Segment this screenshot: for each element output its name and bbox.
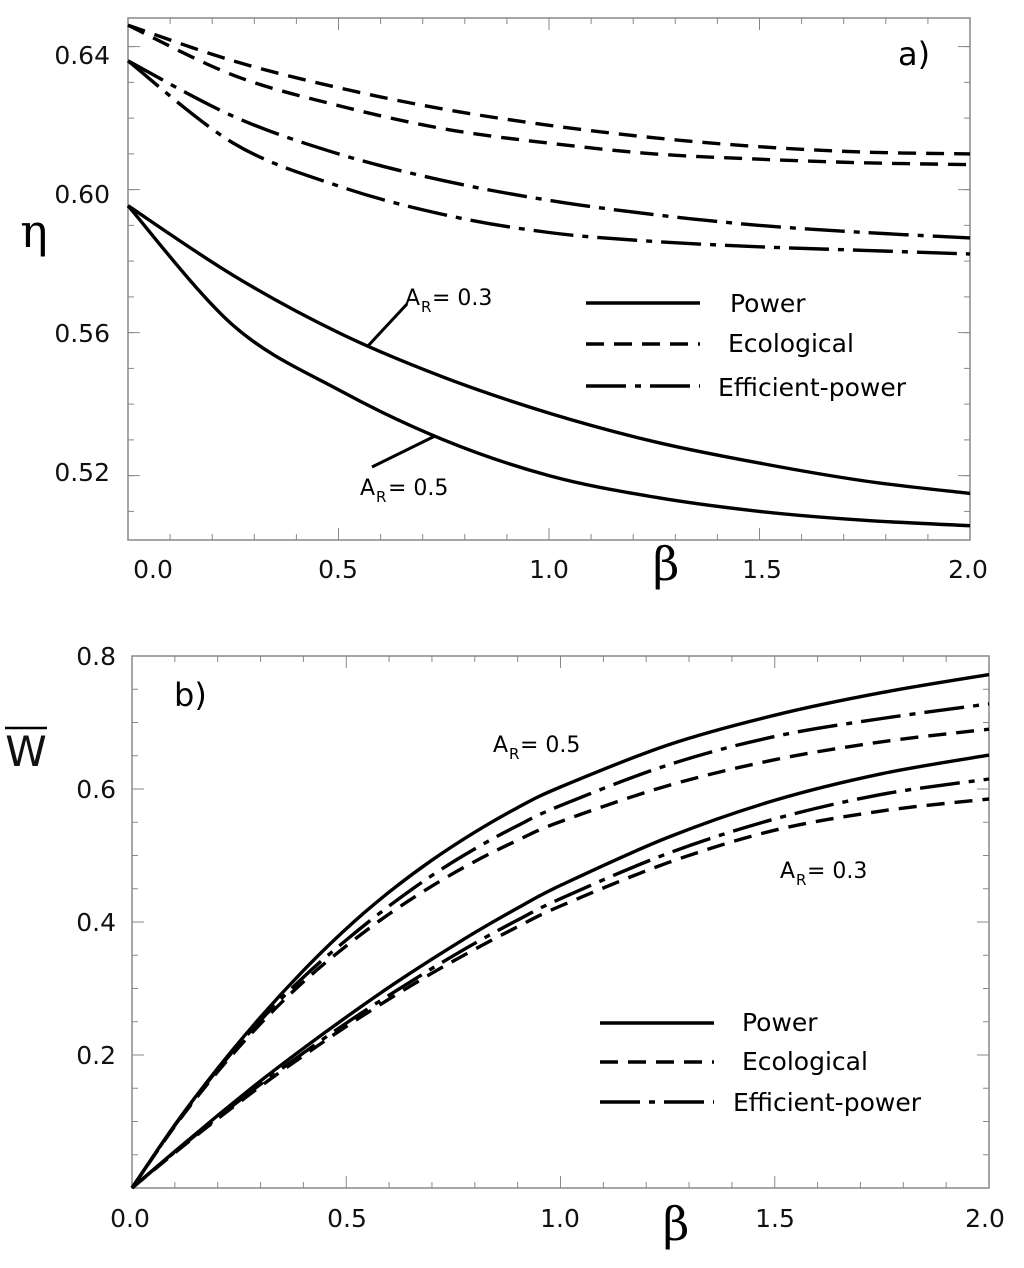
series-power-ar-05 [130, 672, 990, 1189]
series-ecological-ar-05 [127, 23, 971, 167]
annotation-main: A [405, 286, 420, 311]
panel-b-ytick-label: 0.2 [76, 1041, 116, 1070]
annotation-main: A [780, 859, 795, 884]
annotation-main: A [360, 476, 375, 501]
panel-a-ticks [127, 18, 971, 540]
series-efficient-power-ar-03 [127, 59, 971, 240]
legend-ecological-label: Ecological [728, 329, 854, 358]
panel-a-label: a) [898, 35, 930, 73]
legend-efficient-power-label: Efficient-power [718, 373, 907, 402]
series-ecological-ar-05 [130, 727, 990, 1189]
series-efficient-power-ar-05 [126, 59, 971, 256]
annotation-subscript: R [376, 488, 386, 506]
series-ecological-ar-03 [130, 797, 990, 1190]
panel-b-annotation-ar03: A R = 0.3 [780, 859, 867, 889]
panel-a-legend: Power Ecological Efficient-power [586, 289, 907, 402]
annotation-main: A [493, 733, 508, 758]
annotation-value: = 0.3 [807, 859, 867, 884]
panel-b-xtick-label: 1.0 [540, 1204, 580, 1233]
panel-b-ticks [131, 655, 990, 1189]
panel-a-ylabel: η [20, 204, 48, 258]
legend-efficient-power-label: Efficient-power [733, 1088, 922, 1117]
annotation-pointer [371, 434, 436, 469]
panel-a-xtick-label: 1.5 [742, 555, 782, 584]
panel-b-annotation-ar05: A R = 0.5 [493, 733, 580, 763]
panel-b-legend: Power Ecological Efficient-power [600, 1008, 922, 1117]
annotation-subscript: R [509, 745, 519, 763]
panel-b-xtick-label: 0.5 [327, 1204, 367, 1233]
panel-a-ytick-label: 0.60 [54, 180, 110, 209]
panel-b: 0.0 0.5 1.0 1.5 2.0 0.2 0.4 0.6 0.8 β W … [5, 642, 1005, 1251]
legend-power-label: Power [742, 1008, 818, 1037]
annotation-value: = 0.5 [520, 733, 580, 758]
panel-a-xtick-label: 2.0 [948, 555, 988, 584]
panel-a-xlabel: β [653, 537, 680, 591]
panel-a-ytick-label: 0.56 [54, 319, 110, 348]
legend-power-label: Power [730, 289, 806, 318]
panel-b-ytick-label: 0.6 [76, 775, 116, 804]
series-efficient-power-ar-03 [130, 777, 990, 1190]
panel-a-xtick-label: 0.5 [318, 555, 358, 584]
panel-b-curves [130, 672, 990, 1190]
annotation-subscript: R [421, 298, 431, 316]
series-ecological-ar-03 [127, 23, 971, 156]
panel-b-xtick-label: 1.5 [755, 1204, 795, 1233]
panel-a-annotation-ar03: A R = 0.3 [365, 286, 492, 349]
legend-ecological-label: Ecological [742, 1047, 868, 1076]
panel-a-ytick-label: 0.64 [54, 41, 110, 70]
panel-b-ylabel: W [5, 727, 47, 776]
series-efficient-power-ar-05 [130, 702, 990, 1189]
panel-a-annotation-ar05: A R = 0.5 [360, 434, 448, 506]
series-power-ar-05 [126, 204, 971, 528]
panel-b-ytick-label: 0.4 [76, 908, 116, 937]
panel-b-label: b) [174, 676, 207, 714]
panel-a: 0.0 0.5 1.0 1.5 2.0 0.52 0.56 0.60 0.64 … [20, 17, 988, 591]
panel-a-ytick-label: 0.52 [54, 458, 110, 487]
panel-b-ytick-label: 0.8 [76, 642, 116, 671]
panel-a-xtick-label: 0.0 [133, 555, 173, 584]
annotation-subscript: R [796, 871, 806, 889]
annotation-pointer [365, 302, 409, 349]
panel-b-xlabel: β [663, 1197, 690, 1251]
annotation-value: = 0.3 [432, 286, 492, 311]
series-power-ar-03 [127, 204, 971, 496]
panel-a-xtick-label: 1.0 [529, 555, 569, 584]
panel-a-curves [126, 23, 971, 528]
panel-a-frame [127, 17, 971, 541]
panel-b-xtick-label: 0.0 [110, 1204, 150, 1233]
annotation-value: = 0.5 [388, 476, 448, 501]
panel-b-xtick-label: 2.0 [965, 1204, 1005, 1233]
series-power-ar-03 [130, 753, 990, 1190]
